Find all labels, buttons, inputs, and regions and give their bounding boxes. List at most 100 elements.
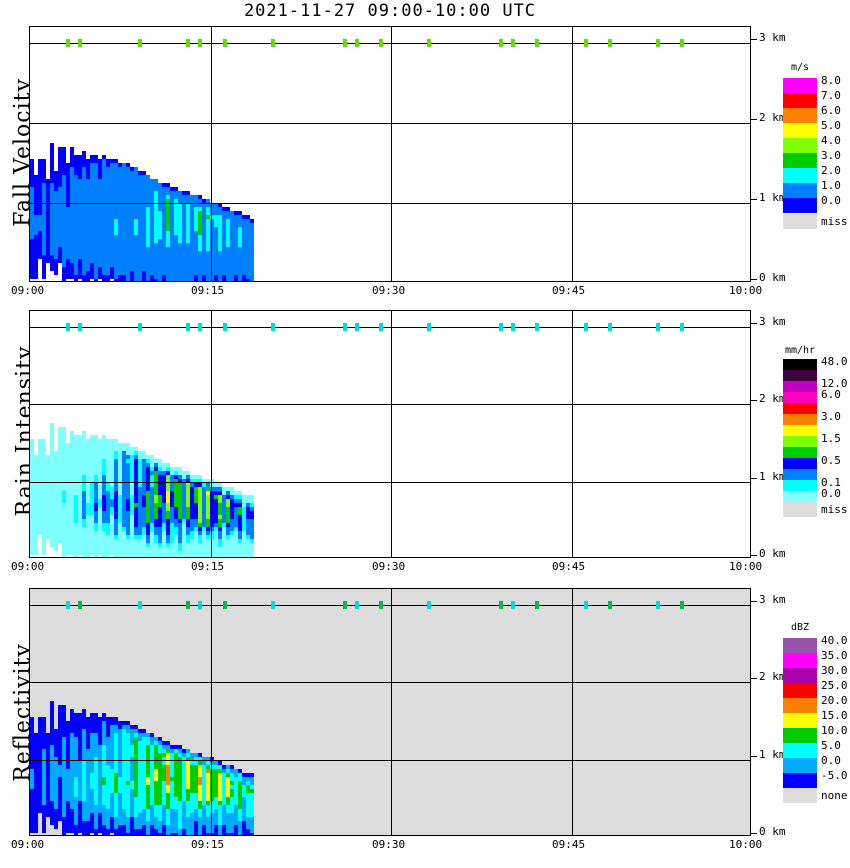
colorbar-swatch (783, 743, 817, 758)
x-tick-0945: 09:45 (552, 560, 586, 573)
y-tick-3km: 3 km (759, 315, 786, 328)
colorbar-swatch (783, 469, 817, 480)
y-tick-2km: 2 km (759, 111, 786, 124)
x-tick-0900: 09:00 (11, 560, 45, 573)
y-tick-0km: 0 km (759, 271, 786, 284)
colorbar-tick-label: 3.0 (821, 149, 841, 162)
colorbar-tick-label: 0.0 (821, 194, 841, 207)
colorbar-swatch (783, 123, 817, 138)
colorbar-swatch (783, 638, 817, 653)
colorbar-swatch (783, 713, 817, 728)
colorbar-swatch (783, 480, 817, 491)
x-tick-0930: 09:30 (372, 560, 406, 573)
radar-data-reflectivity (30, 589, 750, 835)
colorbar-tick-label: 12.0 (821, 377, 848, 390)
x-tick-1000: 10:00 (729, 284, 763, 297)
colorbar-tick-label: 40.0 (821, 634, 848, 647)
colorbar-swatch (783, 392, 817, 403)
colorbar-tick-label: 15.0 (821, 709, 848, 722)
page-title: 2021-11-27 09:00-10:00 UTC (243, 1, 537, 21)
colorbar-tick-label: 1.5 (821, 432, 841, 445)
x-ticks-rain-intensity: 09:00 09:15 09:30 09:45 10:00 (0, 560, 780, 576)
colorbar-swatch (783, 668, 817, 683)
y-tick-0km: 0 km (759, 825, 786, 838)
colorbar-swatch (783, 414, 817, 425)
colorbar-unit-mmhr: mm/hr (784, 345, 816, 356)
colorbar-swatch (783, 359, 817, 370)
colorbar-tick-label: 7.0 (821, 89, 841, 102)
colorbar-missing-swatch-mmhr (783, 502, 817, 517)
colorbar-tick-label: 6.0 (821, 104, 841, 117)
colorbar-swatch (783, 653, 817, 668)
colorbar-tick-label: 48.0 (821, 355, 848, 368)
radar-data-fall-velocity (30, 27, 750, 281)
x-tick-0945: 09:45 (552, 838, 586, 851)
colorbar-swatch (783, 758, 817, 773)
colorbar-tick-label: 10.0 (821, 724, 848, 737)
colorbar-swatch (783, 773, 817, 788)
colorbar-tick-label: 0.1 (821, 476, 841, 489)
y-tick-2km: 2 km (759, 670, 786, 683)
colorbar-tick-label: 1.0 (821, 179, 841, 192)
colorbar-tick-label: 20.0 (821, 694, 848, 707)
colorbar-tick-label: 8.0 (821, 74, 841, 87)
x-tick-0900: 09:00 (11, 838, 45, 851)
colorbar-swatch (783, 370, 817, 381)
plot-area-rain-intensity[interactable] (29, 310, 751, 558)
colorbar-missing-label-dbz: none (821, 789, 848, 802)
colorbar-swatch (783, 198, 817, 213)
colorbar-swatch (783, 436, 817, 447)
x-tick-0915: 09:15 (191, 838, 225, 851)
colorbar-swatch (783, 728, 817, 743)
y-tick-3km: 3 km (759, 31, 786, 44)
colorbar-missing-label-mmhr: miss (821, 503, 848, 516)
colorbar-swatch (783, 425, 817, 436)
y-tick-3km: 3 km (759, 593, 786, 606)
colorbar-swatch (783, 78, 817, 93)
radar-data-rain-intensity (30, 311, 750, 557)
y-tick-1km: 1 km (759, 191, 786, 204)
colorbar-swatch (783, 698, 817, 713)
colorbar-swatch (783, 93, 817, 108)
plot-area-reflectivity[interactable] (29, 588, 751, 836)
colorbar-unit-ms: m/s (790, 62, 810, 73)
x-ticks-reflectivity: 09:00 09:15 09:30 09:45 10:00 (0, 838, 780, 854)
colorbar-tick-label: 30.0 (821, 664, 848, 677)
colorbar-swatch (783, 491, 817, 502)
x-ticks-fall-velocity: 09:00 09:15 09:30 09:45 10:00 (0, 284, 780, 300)
x-tick-0915: 09:15 (191, 560, 225, 573)
y-tick-2km: 2 km (759, 392, 786, 405)
colorbar-tick-label: -5.0 (821, 769, 848, 782)
x-tick-0915: 09:15 (191, 284, 225, 297)
colorbar-swatch (783, 138, 817, 153)
colorbar-tick-label: 25.0 (821, 679, 848, 692)
colorbar-tick-label: 6.0 (821, 388, 841, 401)
colorbar-swatch (783, 168, 817, 183)
colorbar-swatch (783, 458, 817, 469)
colorbar-tick-label: 5.0 (821, 119, 841, 132)
x-tick-0930: 09:30 (372, 838, 406, 851)
colorbar-tick-label: 3.0 (821, 410, 841, 423)
colorbar-swatch (783, 108, 817, 123)
colorbar-missing-swatch-ms (783, 214, 817, 229)
x-tick-1000: 10:00 (729, 560, 763, 573)
colorbar-tick-label: 5.0 (821, 739, 841, 752)
colorbar-swatch (783, 683, 817, 698)
plot-area-fall-velocity[interactable] (29, 26, 751, 282)
colorbar-swatch (783, 153, 817, 168)
y-tick-1km: 1 km (759, 748, 786, 761)
colorbar-swatch (783, 183, 817, 198)
y-tick-0km: 0 km (759, 547, 786, 560)
colorbar-tick-label: 0.0 (821, 487, 841, 500)
x-tick-0900: 09:00 (11, 284, 45, 297)
colorbar-tick-label: 0.0 (821, 754, 841, 767)
colorbar-tick-label: 35.0 (821, 649, 848, 662)
colorbar-swatch (783, 447, 817, 458)
x-tick-0930: 09:30 (372, 284, 406, 297)
colorbar-missing-swatch-dbz (783, 788, 817, 803)
colorbar-swatch (783, 381, 817, 392)
colorbar-tick-label: 2.0 (821, 164, 841, 177)
x-tick-1000: 10:00 (729, 838, 763, 851)
x-tick-0945: 09:45 (552, 284, 586, 297)
colorbar-tick-label: 4.0 (821, 134, 841, 147)
